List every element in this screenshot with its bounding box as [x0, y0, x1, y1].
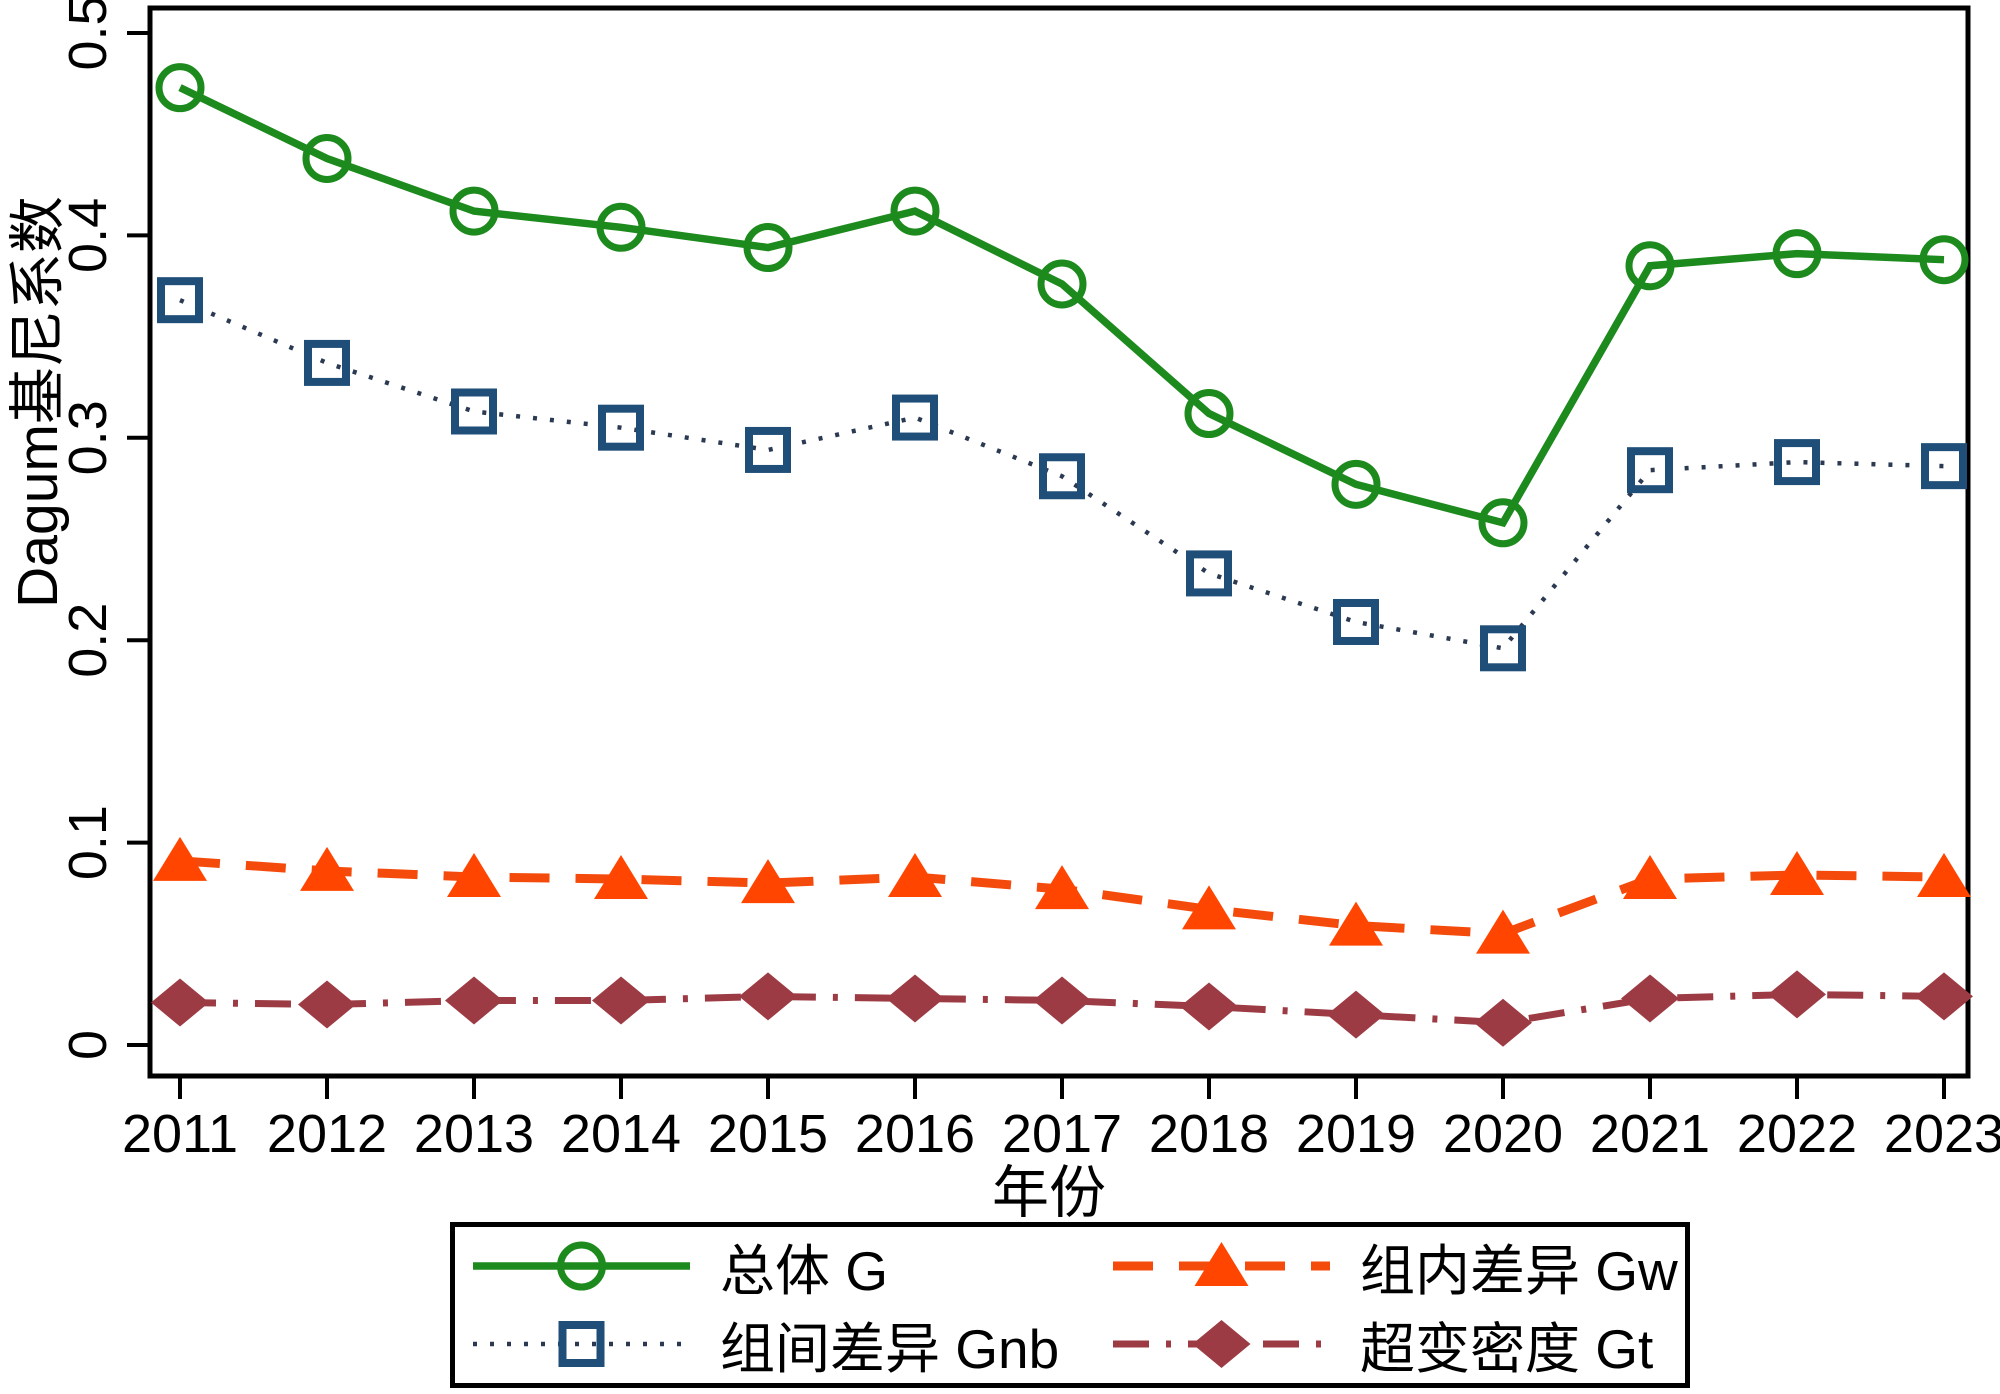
data-point-marker [1770, 850, 1824, 895]
data-point-marker [298, 980, 356, 1029]
data-point-marker [449, 186, 499, 236]
data-point-marker [1621, 974, 1679, 1023]
data-point-marker [1919, 235, 1969, 285]
legend-swatch-overall-g [473, 1241, 690, 1291]
x-axis-title: 年份 [992, 1161, 1106, 1225]
data-point-marker [886, 974, 944, 1023]
legend-swatch-marker [557, 1241, 606, 1291]
x-tick-label: 2011 [122, 1104, 238, 1164]
data-point-marker [302, 133, 352, 183]
data-point-marker [153, 836, 207, 881]
series-0 [155, 63, 1969, 548]
data-point-marker [1329, 901, 1383, 946]
chart-legend: 总体 G 组内差异 Gw 组间差异 Gnb 超变密度 Gt [450, 1222, 1690, 1388]
data-point-marker [300, 846, 354, 891]
data-point-marker [741, 859, 795, 904]
y-tick-label: 0 [58, 1030, 118, 1060]
data-point-marker [592, 976, 650, 1025]
data-point-marker [1625, 241, 1675, 291]
data-point-marker [1627, 447, 1673, 494]
legend-swatch-within-group-gw [1113, 1242, 1330, 1286]
data-point-marker [888, 853, 942, 898]
data-point-marker [892, 394, 938, 441]
data-point-marker [304, 339, 350, 386]
data-point-marker [743, 223, 793, 273]
data-point-marker [1917, 853, 1971, 898]
legend-label-between-group-gnb: 组间差异 Gnb [720, 1318, 1060, 1380]
data-point-marker [1180, 982, 1238, 1031]
data-point-marker [151, 978, 209, 1027]
legend-entry-overall-g: 总体 G [469, 1227, 1109, 1305]
data-point-marker [447, 853, 501, 898]
data-point-marker [1921, 443, 1967, 490]
y-axis-title: Dagum基尼系数 [6, 196, 70, 608]
x-tick-label: 2019 [1296, 1104, 1416, 1164]
data-point-marker [1772, 229, 1822, 279]
x-tick-label: 2014 [561, 1104, 681, 1164]
x-tick-label: 2023 [1884, 1104, 2000, 1164]
series-2 [153, 836, 1971, 954]
y-tick-label: 0.1 [58, 805, 118, 880]
data-point-marker [1331, 459, 1381, 509]
data-point-marker [1333, 598, 1379, 645]
x-tick-label: 2022 [1737, 1104, 1857, 1164]
data-point-marker [1476, 909, 1530, 954]
x-tick-label: 2015 [708, 1104, 828, 1164]
data-point-marker [598, 404, 644, 451]
data-point-marker [596, 202, 646, 252]
data-point-marker [1915, 972, 1973, 1021]
legend-entry-within-group-gw: 组内差异 Gw [1109, 1227, 1685, 1305]
data-point-marker [1623, 855, 1677, 900]
data-point-marker [1182, 885, 1236, 930]
legend-label-within-group-gw: 组内差异 Gw [1360, 1240, 1678, 1302]
data-point-marker [1039, 453, 1085, 500]
legend-entry-between-group-gnb: 组间差异 Gnb [469, 1305, 1109, 1383]
legend-swatch-between-group-gnb [473, 1321, 690, 1367]
data-point-marker [1037, 259, 1087, 309]
y-tick-label: 0.3 [58, 400, 118, 475]
series-1 [157, 277, 1967, 672]
x-tick-label: 2016 [855, 1104, 975, 1164]
data-point-marker [594, 855, 648, 900]
data-point-marker [451, 388, 497, 435]
x-tick-label: 2018 [1149, 1104, 1269, 1164]
x-tick-label: 2012 [267, 1104, 387, 1164]
legend-swatch-marker [1194, 1242, 1249, 1286]
data-point-marker [157, 277, 203, 324]
data-point-marker [155, 63, 205, 113]
legend-swatch-hypervariable-density-gt [1113, 1320, 1330, 1368]
x-tick-label: 2021 [1590, 1104, 1710, 1164]
data-point-marker [1184, 389, 1234, 439]
data-point-marker [1478, 498, 1528, 548]
y-tick-label: 0.5 [58, 0, 118, 71]
series-line [179, 298, 1945, 651]
legend-swatch-marker [558, 1321, 605, 1367]
y-tick-label: 0.4 [58, 198, 118, 273]
data-point-marker [1035, 865, 1089, 910]
data-point-marker [1327, 990, 1385, 1039]
legend-entry-hypervariable-density-gt: 超变密度 Gt [1109, 1305, 1685, 1383]
data-point-marker [745, 426, 791, 473]
data-point-marker [445, 976, 503, 1025]
data-point-marker [1768, 970, 1826, 1019]
data-point-marker [739, 972, 797, 1021]
x-tick-label: 2017 [1002, 1104, 1122, 1164]
y-tick-label: 0.2 [58, 603, 118, 678]
legend-label-hypervariable-density-gt: 超变密度 Gt [1360, 1318, 1654, 1380]
x-tick-label: 2020 [1443, 1104, 1563, 1164]
series-line [178, 84, 1945, 528]
data-point-marker [890, 186, 940, 236]
data-point-marker [1474, 998, 1532, 1047]
data-point-marker [1480, 625, 1526, 672]
plot-border [147, 5, 1971, 1079]
data-point-marker [1774, 439, 1820, 486]
data-point-marker [1033, 976, 1091, 1025]
data-point-marker [1186, 550, 1232, 597]
legend-swatch-marker [1192, 1320, 1251, 1368]
legend-label-overall-g: 总体 G [720, 1240, 889, 1302]
x-tick-label: 2013 [414, 1104, 534, 1164]
series-3 [151, 970, 1973, 1047]
